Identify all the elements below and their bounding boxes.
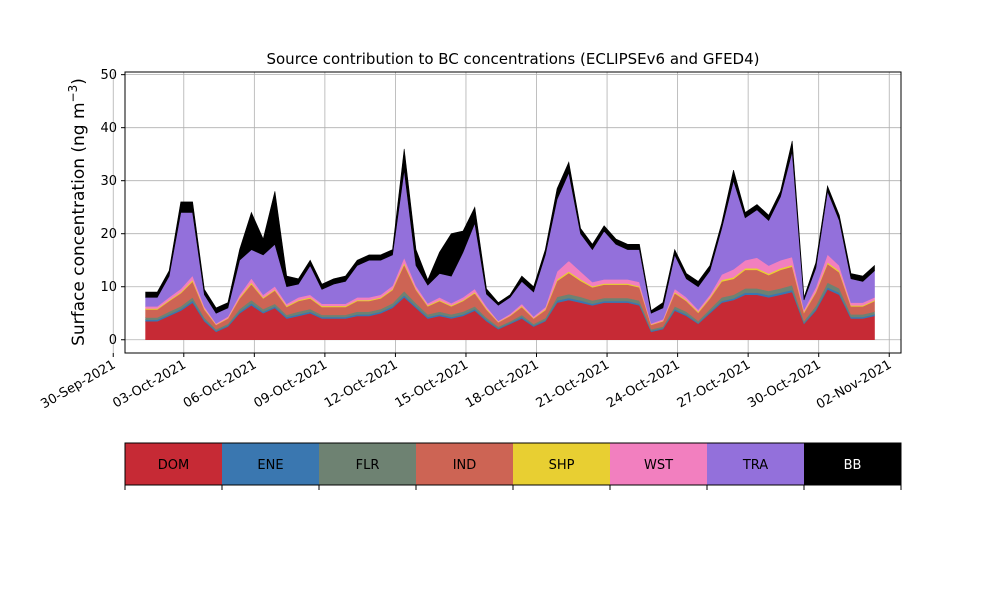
- x-tick-label-9: 27-Oct-2021: [675, 357, 753, 411]
- legend-label-tra: TRA: [742, 458, 768, 473]
- y-tick-label-5: 50: [100, 68, 117, 83]
- y-tick-label-2: 20: [100, 227, 117, 242]
- y-axis: 0 10 20 30 40 50: [100, 68, 125, 348]
- x-tick-label-0: 30-Sep-2021: [38, 357, 118, 412]
- x-tick-label-7: 21-Oct-2021: [534, 357, 612, 411]
- legend-swatch-ind: [416, 443, 513, 485]
- x-tick-label-2: 06-Oct-2021: [181, 357, 259, 411]
- legend-label-ind: IND: [453, 458, 477, 473]
- x-tick-label-8: 24-Oct-2021: [604, 357, 682, 411]
- y-axis-label-exponent: −3: [66, 85, 80, 103]
- stacked-areas: [145, 140, 875, 340]
- legend-label-wst: WST: [644, 458, 673, 473]
- legend-swatch-wst: [610, 443, 707, 485]
- x-tick-label-1: 03-Oct-2021: [110, 357, 188, 411]
- plot-frame: [124, 71, 902, 354]
- x-tick-label-5: 15-Oct-2021: [393, 357, 471, 411]
- chart-title: Source contribution to BC concentrations…: [266, 50, 759, 68]
- y-axis-label: Surface concentration (ng m−3): [66, 78, 89, 346]
- y-axis-label-close: ): [69, 78, 89, 85]
- y-tick-label-4: 40: [100, 121, 117, 136]
- x-tick-label-6: 18-Oct-2021: [463, 357, 541, 411]
- y-tick-label-0: 0: [109, 333, 117, 348]
- legend-colorbar: DOM ENE FLR IND SHP WST TRA BB: [124, 442, 902, 490]
- legend-swatch-bb: [804, 443, 901, 485]
- legend-swatch-flr: [319, 443, 416, 485]
- x-tick-label-10: 30-Oct-2021: [745, 357, 823, 411]
- legend-label-shp: SHP: [549, 458, 575, 473]
- x-tick-label-4: 12-Oct-2021: [322, 357, 400, 411]
- x-axis: 30-Sep-202103-Oct-202106-Oct-202109-Oct-…: [38, 353, 894, 412]
- legend-label-dom: DOM: [158, 458, 189, 473]
- legend-label-bb: BB: [844, 458, 862, 473]
- legend-swatch-tra: [707, 443, 804, 485]
- y-axis-label-text: Surface concentration (ng m: [69, 102, 89, 345]
- legend-swatch-shp: [513, 443, 610, 485]
- x-tick-label-3: 09-Oct-2021: [251, 357, 329, 411]
- x-tick-label-11: 02-Nov-2021: [814, 357, 894, 412]
- y-tick-label-3: 30: [100, 174, 117, 189]
- legend-label-flr: FLR: [356, 458, 380, 473]
- area-bb: [145, 140, 875, 314]
- legend-swatch-ene: [222, 443, 319, 485]
- legend-label-ene: ENE: [257, 458, 283, 473]
- legend-swatch-dom: [125, 443, 222, 485]
- y-tick-label-1: 10: [100, 280, 117, 295]
